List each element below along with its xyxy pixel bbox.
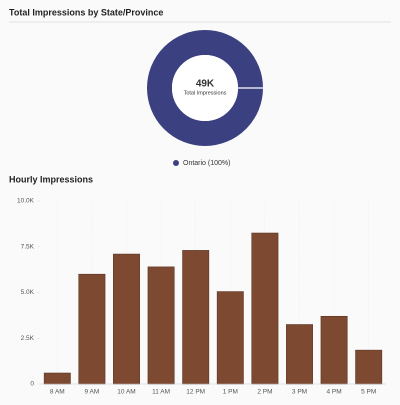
- x-tick-label: 10 AM: [117, 389, 135, 396]
- bar: [216, 291, 244, 385]
- center-subtext: Total Impressions: [184, 90, 227, 96]
- x-tick-label: 5 PM: [361, 389, 376, 396]
- bar: [78, 273, 106, 385]
- x-tick-label: 11 AM: [152, 389, 170, 396]
- donut-hole: [172, 55, 238, 121]
- bar: [251, 232, 279, 385]
- center-value: 49K: [196, 79, 215, 90]
- x-tick-label: 2 PM: [257, 389, 272, 396]
- section-title: Total Impressions by State/Province: [9, 7, 163, 17]
- bar: [182, 250, 210, 385]
- bar: [320, 315, 348, 385]
- x-tick-label: 12 PM: [186, 389, 205, 396]
- section-title: Hourly Impressions: [9, 174, 93, 184]
- legend-swatch: [173, 160, 179, 166]
- x-tick-label: 4 PM: [327, 389, 342, 396]
- y-tick-label: 7.5K: [21, 243, 35, 250]
- bar: [43, 372, 71, 385]
- y-tick-label: 2.5K: [21, 335, 35, 342]
- y-tick-label: 5.0K: [21, 289, 35, 296]
- x-tick-label: 9 AM: [84, 389, 99, 396]
- bar: [286, 324, 313, 385]
- y-tick-label: 10.0K: [17, 198, 35, 205]
- bar: [355, 349, 383, 385]
- legend-label: Ontario (100%): [183, 160, 230, 167]
- bar: [113, 253, 140, 385]
- x-tick-label: 3 PM: [292, 389, 307, 396]
- x-tick-label: 1 PM: [223, 389, 238, 396]
- bar: [147, 266, 175, 385]
- x-tick-label: 8 AM: [50, 389, 65, 396]
- y-tick-label: 0: [30, 381, 34, 388]
